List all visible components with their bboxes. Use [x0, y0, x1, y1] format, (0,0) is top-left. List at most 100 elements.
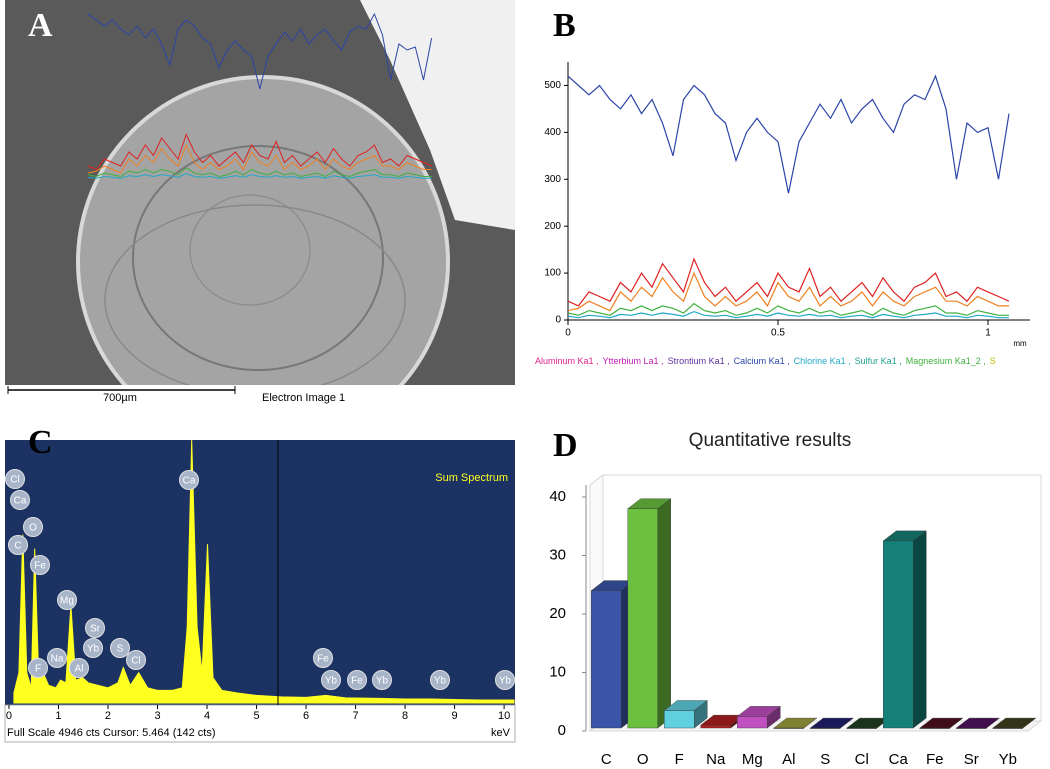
- panel-letter: C: [28, 424, 53, 461]
- peak-marker: [430, 670, 450, 690]
- bar: [700, 724, 731, 729]
- bar: [591, 590, 622, 729]
- legend: Aluminum Ka1 , Ytterbium La1 , Strontium K…: [535, 356, 996, 366]
- peak-marker: [126, 650, 146, 670]
- x-tick-label: 6: [303, 710, 309, 722]
- peak-marker: [83, 638, 103, 658]
- peak-label: C: [14, 541, 21, 552]
- x-tick-label: 0.5: [771, 328, 785, 339]
- peak-label: S: [117, 644, 124, 655]
- x-tick-label: Yb: [999, 751, 1017, 768]
- overlay-line-series: [87, 133, 432, 171]
- peak-label: Fe: [351, 676, 363, 687]
- legend-entry: Chlorine Ka1 ,: [794, 356, 851, 366]
- x-tick-label: Fe: [926, 751, 944, 768]
- y-tick-label: 20: [549, 605, 566, 622]
- x-tick-label: 1: [985, 328, 991, 339]
- sample-cross-section: [78, 77, 448, 385]
- peak-marker: [372, 670, 392, 690]
- peak-label: Sr: [90, 624, 101, 635]
- x-tick-label: Sr: [964, 751, 979, 768]
- peak-label: Al: [75, 664, 84, 675]
- x-tick-label: 0: [565, 328, 571, 339]
- x-tick-label: F: [675, 751, 684, 768]
- y-tick-label: 300: [544, 174, 561, 185]
- y-tick-label: 0: [555, 315, 561, 326]
- peak-label: Yb: [87, 644, 100, 655]
- growth-ring: [189, 194, 311, 306]
- chart-title: Quantitative results: [689, 430, 852, 451]
- legend-entry: Magnesium Ka1_2 ,: [906, 356, 986, 366]
- plot-area: [568, 74, 1010, 319]
- peak-label: Na: [51, 654, 64, 665]
- plot-background: [5, 440, 515, 705]
- x-tick-label: 1: [55, 710, 61, 722]
- peak-label: Cl: [131, 656, 140, 667]
- y-tick-label: 400: [544, 127, 561, 138]
- spectrum-title: Sum Spectrum: [435, 472, 508, 484]
- bar: [627, 508, 658, 729]
- peak-marker: [321, 670, 341, 690]
- peak-marker: [30, 555, 50, 575]
- peak-marker: [23, 517, 43, 537]
- peak-label: Mg: [60, 596, 74, 607]
- peak-label: Yb: [434, 676, 447, 687]
- growth-ring: [104, 204, 406, 385]
- x-tick-label: 7: [353, 710, 359, 722]
- overlay-line-series: [87, 173, 432, 179]
- bar: [956, 727, 987, 729]
- x-tick-label: Ca: [889, 751, 909, 768]
- peak-label: Yb: [499, 676, 512, 687]
- legend-entry: Aluminum Ka1 ,: [535, 356, 599, 366]
- x-tick-label: 5: [253, 710, 259, 722]
- line-series: [568, 74, 1010, 194]
- x-tick-label: 3: [154, 710, 160, 722]
- peak-marker: [313, 648, 333, 668]
- peak-marker: [110, 638, 130, 658]
- bar: [846, 727, 877, 729]
- x-tick-label: 9: [452, 710, 458, 722]
- y-tick-label: 200: [544, 221, 561, 232]
- x-tick-label: C: [601, 751, 612, 768]
- spectrum-footer: Full Scale 4946 cts Cursor: 5.464 (142 c…: [7, 727, 215, 739]
- peak-label: Fe: [317, 654, 329, 665]
- line-scan-chart: 0 100 200 300 400 500 0 0.5 1 mm Aluminum Ka1 , Ytt…: [535, 62, 1030, 366]
- axis-strip: [4, 704, 516, 743]
- y-tick-label: 100: [544, 268, 561, 279]
- quantitative-chart: 0 10 20 30 40 C O F Na Mg Al S Cl Ca Fe Sr Yb: [549, 473, 1043, 768]
- legend-entry: Ytterbium La1 ,: [603, 356, 664, 366]
- peak-label: Yb: [325, 676, 338, 687]
- image-caption: Electron Image 1: [262, 392, 345, 404]
- peak-marker: [69, 658, 89, 678]
- x-tick-label: O: [637, 751, 649, 768]
- line-series: [568, 257, 1010, 307]
- y-tick-label: 500: [544, 80, 561, 91]
- panel-letter: B: [553, 7, 576, 44]
- peak-label: Ca: [183, 476, 196, 487]
- y-tick-label: 30: [549, 546, 566, 563]
- bar: [737, 716, 768, 729]
- overlay-line-series: [87, 143, 432, 174]
- legend-entry: S: [990, 356, 996, 366]
- peak-label: Cl: [10, 475, 19, 486]
- peak-marker: [8, 535, 28, 555]
- scale-bar-label: 700µm: [103, 392, 137, 404]
- panel-letter: A: [28, 7, 53, 44]
- peak-label: O: [29, 523, 37, 534]
- peak-label: Ca: [14, 496, 27, 507]
- legend-entry: Calcium Ka1 ,: [734, 356, 790, 366]
- line-series: [568, 302, 1009, 316]
- x-axis-label: keV: [491, 727, 511, 739]
- peak-label: Yb: [376, 676, 389, 687]
- bar: [810, 727, 841, 729]
- bar: [919, 727, 950, 729]
- x-tick-label: 4: [204, 710, 210, 722]
- x-tick-label: 0: [6, 710, 12, 722]
- peak-marker: [10, 490, 30, 510]
- line-scan-overlay: [87, 12, 433, 179]
- x-tick-label: 8: [402, 710, 408, 722]
- y-tick-label: 10: [549, 663, 566, 680]
- y-tick-label: 40: [549, 488, 566, 505]
- overlay-line-series: [87, 167, 432, 178]
